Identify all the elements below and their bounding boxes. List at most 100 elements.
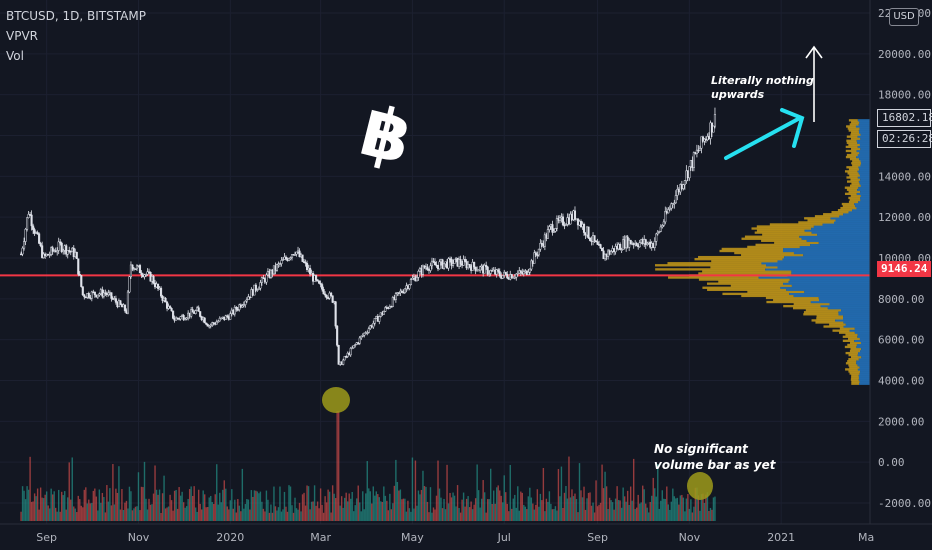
volume-bar [474, 498, 477, 521]
volume-bar [322, 512, 325, 521]
vpvr-bar-down [848, 358, 859, 361]
vpvr-bar-down [851, 131, 859, 134]
candle-body [129, 264, 133, 278]
vpvr-bar-down [747, 245, 800, 249]
candle-body [24, 228, 27, 242]
volume-bar [359, 502, 361, 521]
vpvr-bar-up [857, 333, 870, 336]
volume-bar [523, 504, 525, 521]
candle-body [184, 318, 187, 321]
volume-bar [176, 508, 179, 521]
volume-bar [700, 494, 703, 521]
vpvr-bar-down [756, 229, 805, 232]
candle-body [533, 252, 536, 264]
candle-body [146, 271, 149, 275]
vpvr-bar-up [859, 182, 870, 185]
vpvr-bar-down [793, 307, 828, 310]
vpvr-bar-up [838, 311, 870, 314]
candle-body [432, 260, 435, 263]
candle-body [462, 259, 465, 266]
volume-bar [494, 503, 496, 521]
candle-body [698, 147, 701, 151]
vpvr-bar-down [840, 206, 857, 210]
latest-volume-highlight[interactable] [687, 472, 713, 500]
candle-body [489, 270, 492, 274]
volume-bar [83, 489, 85, 521]
candle-body [342, 359, 345, 365]
volume-bar [524, 506, 527, 521]
volume-bar [629, 486, 632, 521]
volume-bar [387, 510, 390, 521]
volume-bar [568, 456, 570, 521]
volume-bar [584, 509, 587, 521]
volume-bar [157, 494, 159, 521]
vpvr-bar-up [845, 323, 870, 326]
candle-body [331, 295, 334, 303]
volume-bar [553, 509, 555, 521]
volume-spike-highlight[interactable] [322, 387, 350, 413]
vpvr-bar-down [842, 335, 858, 338]
volume-bar [646, 507, 648, 521]
vpvr-bar-up [855, 125, 870, 128]
volume-bar [368, 488, 370, 521]
indicator-vpvr[interactable]: VPVR [6, 29, 38, 43]
volume-bar [274, 506, 277, 521]
vpvr-bar-up [857, 135, 870, 138]
vpvr-bar-down [761, 239, 807, 242]
vpvr-bar-down [719, 249, 783, 253]
vpvr-bar-down [846, 141, 858, 144]
volume-bar [684, 511, 686, 521]
vpvr-bar-down [850, 137, 861, 140]
volume-bar [115, 488, 117, 521]
vpvr-bar-down [847, 172, 859, 175]
volume-bar [315, 505, 317, 521]
volume-bar [337, 411, 340, 521]
candle-body [662, 221, 665, 226]
x-tick-label: Nov [128, 531, 150, 544]
y-tick-label: 4000.00 [878, 375, 924, 388]
candle-body [26, 217, 29, 230]
candle-body [78, 274, 81, 276]
volume-bar [575, 499, 578, 521]
volume-bar [58, 489, 60, 521]
candle-body [360, 335, 363, 339]
volume-bar [271, 512, 274, 521]
currency-badge[interactable]: USD [889, 8, 919, 26]
volume-bar [468, 507, 471, 521]
drawings[interactable] [322, 45, 823, 500]
candle-body [522, 271, 525, 275]
vpvr-bar-down [816, 317, 844, 320]
white-arrow-up[interactable] [805, 45, 823, 122]
volume-bar [377, 494, 379, 521]
candle-body [351, 347, 354, 350]
symbol-title[interactable]: BTCUSD, 1D, BITSTAMP [6, 9, 146, 23]
vpvr-bar-up [854, 202, 870, 206]
vpvr-bar-up [860, 164, 870, 167]
vpvr-bar-down [850, 347, 862, 351]
candle-body [516, 272, 519, 275]
candle-body [144, 274, 148, 276]
volume-bar [237, 499, 239, 521]
candle-body [218, 318, 221, 322]
volume-bar [298, 502, 301, 521]
volume-bar [268, 512, 271, 521]
candle-body [301, 254, 304, 262]
vpvr-bar-up [859, 127, 870, 130]
vpvr-bar-down [815, 321, 844, 324]
candle-body [20, 253, 23, 256]
volume-bar [65, 509, 67, 521]
cyan-arrow[interactable] [724, 108, 805, 160]
vpvr-bar-down [850, 356, 862, 359]
volume-bar [229, 500, 231, 521]
volume-bar [407, 500, 409, 521]
vpvr-bar-up [810, 243, 870, 247]
volume-bar [551, 509, 554, 521]
volume-bar [261, 501, 263, 521]
volume-bar [572, 496, 575, 521]
candle-body [80, 275, 83, 287]
indicator-vol[interactable]: Vol [6, 49, 24, 63]
volume-bar [688, 508, 691, 521]
vpvr-bar-up [791, 284, 870, 287]
vpvr-bar-up [857, 119, 870, 122]
